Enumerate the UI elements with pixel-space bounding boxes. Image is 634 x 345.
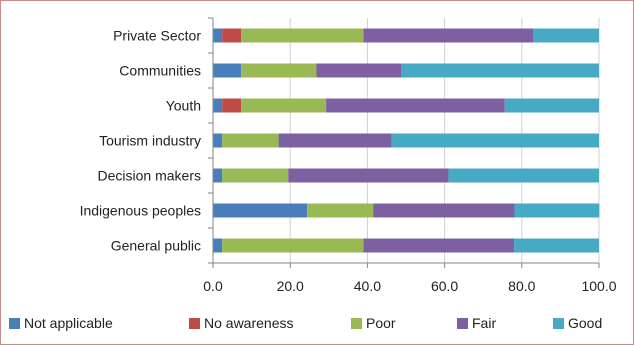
bar-segment	[241, 98, 327, 113]
bar-segment	[504, 98, 599, 113]
legend-label: Fair	[472, 315, 496, 331]
bar-segment	[391, 133, 599, 148]
bar-segment	[401, 63, 599, 78]
legend-swatch	[189, 318, 200, 329]
bar-segment	[316, 63, 402, 78]
category-label: Decision makers	[98, 168, 201, 184]
legend-label: Not applicable	[24, 315, 113, 331]
bar-segment	[373, 203, 515, 218]
bar-segment	[448, 168, 599, 183]
legend-label: No awareness	[204, 315, 294, 331]
bar-segment	[278, 133, 392, 148]
bar-segment	[213, 168, 223, 183]
legend-label: Good	[568, 315, 602, 331]
bar-segment	[213, 28, 223, 43]
bar-segment	[213, 98, 223, 113]
bar-segment	[222, 168, 289, 183]
x-tick-label: 0.0	[203, 278, 223, 294]
x-tick-label: 80.0	[508, 278, 535, 294]
x-tick-label: 100.0	[581, 278, 616, 294]
bar-segment	[326, 98, 505, 113]
bar-segment	[363, 238, 515, 253]
legend-swatch	[9, 318, 20, 329]
legend-label: Poor	[366, 315, 396, 331]
bar-segment	[222, 28, 242, 43]
bar-segment	[241, 28, 364, 43]
legend-swatch	[351, 318, 362, 329]
bar-segment	[241, 63, 317, 78]
bar-segment	[288, 168, 449, 183]
category-label: Communities	[119, 63, 201, 79]
bar-segment	[222, 238, 364, 253]
bar-segment	[213, 133, 223, 148]
category-label: General public	[111, 238, 201, 254]
category-label: Indigenous peoples	[80, 203, 201, 219]
x-tick-label: 20.0	[277, 278, 304, 294]
bar-segment	[222, 133, 279, 148]
category-label: Youth	[166, 98, 201, 114]
bar-segment	[213, 63, 242, 78]
x-tick-label: 40.0	[354, 278, 381, 294]
x-tick-label: 60.0	[431, 278, 458, 294]
bar-segment	[514, 203, 600, 218]
bar-segment	[307, 203, 374, 218]
bar-segment	[363, 28, 533, 43]
legend-swatch	[553, 318, 564, 329]
bar-segment	[213, 238, 223, 253]
bar-segment	[222, 98, 242, 113]
bar-segment	[213, 203, 308, 218]
category-label: Tourism industry	[99, 133, 201, 149]
bar-segment	[514, 238, 599, 253]
category-label: Private Sector	[113, 28, 201, 44]
legend-swatch	[457, 318, 468, 329]
bar-segment	[532, 28, 599, 43]
